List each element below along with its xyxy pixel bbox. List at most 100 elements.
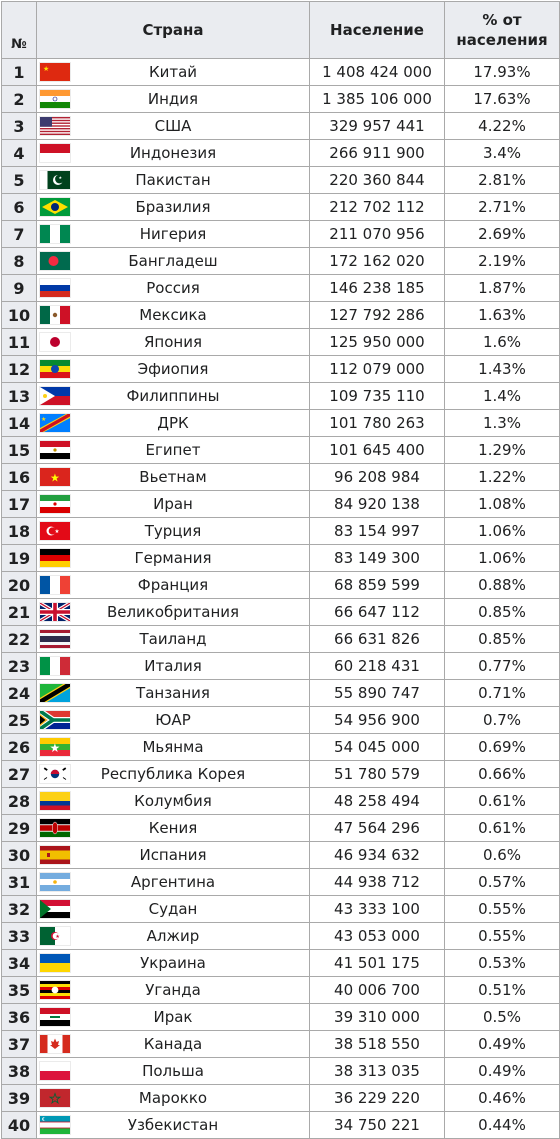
south-korea-flag-icon <box>40 765 70 783</box>
svg-text:★: ★ <box>55 529 60 535</box>
canada-flag-icon <box>40 1035 70 1053</box>
country-cell: Республика Корея <box>36 760 310 788</box>
table-row: 34 Украина 41 501 175 0.53% <box>1 949 560 977</box>
country-cell: Индия <box>36 85 310 113</box>
country-name[interactable]: Эфиопия <box>137 360 209 378</box>
country-name[interactable]: Польша <box>142 1062 204 1080</box>
population-cell: 96 208 984 <box>309 463 445 491</box>
country-name[interactable]: Канада <box>143 1035 203 1053</box>
country-name[interactable]: ЮАР <box>155 711 191 729</box>
tanzania-flag-icon <box>40 684 70 702</box>
country-name[interactable]: Алжир <box>146 927 200 945</box>
table-row: 15 Египет 101 645 400 1.29% <box>1 436 560 464</box>
table-row: 17 Иран 84 920 138 1.08% <box>1 490 560 518</box>
percent-cell: 1.6% <box>444 328 560 356</box>
country-name[interactable]: Таиланд <box>139 630 207 648</box>
country-cell: Марокко <box>36 1084 310 1112</box>
country-cell: Украина <box>36 949 310 977</box>
rank-cell: 31 <box>1 868 37 896</box>
country-name[interactable]: Бразилия <box>135 198 211 216</box>
percent-cell: 0.71% <box>444 679 560 707</box>
country-name[interactable]: Испания <box>139 846 207 864</box>
country-name[interactable]: Турция <box>144 522 202 540</box>
country-name[interactable]: Кения <box>148 819 198 837</box>
country-name[interactable]: Филиппины <box>126 387 220 405</box>
country-cell: Танзания <box>36 679 310 707</box>
svg-text:★: ★ <box>59 175 63 180</box>
country-cell: Япония <box>36 328 310 356</box>
country-name[interactable]: Иран <box>153 495 193 513</box>
country-cell: ★ ДРК <box>36 409 310 437</box>
table-row: 7 Нигерия 211 070 956 2.69% <box>1 220 560 248</box>
percent-cell: 0.85% <box>444 598 560 626</box>
population-cell: 66 647 112 <box>309 598 445 626</box>
table-row: 3 США 329 957 441 4.22% <box>1 112 560 140</box>
country-name[interactable]: Колумбия <box>134 792 212 810</box>
country-name[interactable]: Ирак <box>153 1008 193 1026</box>
country-name[interactable]: Украина <box>140 954 206 972</box>
table-row: 19 Германия 83 149 300 1.06% <box>1 544 560 572</box>
country-cell: Польша <box>36 1057 310 1085</box>
population-cell: 66 631 826 <box>309 625 445 653</box>
table-row: 29 Кения 47 564 296 0.61% <box>1 814 560 842</box>
france-flag-icon <box>40 576 70 594</box>
population-cell: 46 934 632 <box>309 841 445 869</box>
percent-cell: 0.49% <box>444 1030 560 1058</box>
header-number[interactable]: № <box>1 1 37 59</box>
rank-cell: 35 <box>1 976 37 1004</box>
country-name[interactable]: Нигерия <box>139 225 207 243</box>
table-row: 27 Республика Корея 51 780 579 0.66% <box>1 760 560 788</box>
percent-cell: 0.57% <box>444 868 560 896</box>
country-name[interactable]: Пакистан <box>135 171 211 189</box>
header-population[interactable]: Население <box>309 1 445 59</box>
country-name[interactable]: Судан <box>148 900 198 918</box>
population-cell: 41 501 175 <box>309 949 445 977</box>
country-name[interactable]: Германия <box>134 549 212 567</box>
percent-cell: 0.55% <box>444 922 560 950</box>
table-row: 12 Эфиопия 112 079 000 1.43% <box>1 355 560 383</box>
country-name[interactable]: Мьянма <box>142 738 204 756</box>
population-cell: 109 735 110 <box>309 382 445 410</box>
colombia-flag-icon <box>40 792 70 810</box>
country-cell: Германия <box>36 544 310 572</box>
country-name[interactable]: Марокко <box>138 1089 208 1107</box>
country-name[interactable]: Великобритания <box>106 603 240 621</box>
rank-cell: 34 <box>1 949 37 977</box>
country-name[interactable]: ДРК <box>157 414 189 432</box>
uganda-flag-icon <box>40 981 70 999</box>
rank-cell: 5 <box>1 166 37 194</box>
country-name[interactable]: Китай <box>148 63 198 81</box>
country-name[interactable]: Франция <box>137 576 209 594</box>
country-name[interactable]: Узбекистан <box>127 1116 219 1134</box>
country-name[interactable]: Вьетнам <box>139 468 207 486</box>
country-name[interactable]: Египет <box>145 441 201 459</box>
country-name[interactable]: Италия <box>144 657 202 675</box>
country-name[interactable]: Аргентина <box>130 873 216 891</box>
country-name[interactable]: Индия <box>147 90 199 108</box>
country-name[interactable]: Уганда <box>145 981 201 999</box>
population-cell: 68 859 599 <box>309 571 445 599</box>
country-name[interactable]: Индонезия <box>129 144 217 162</box>
rank-cell: 32 <box>1 895 37 923</box>
svg-text:★: ★ <box>55 934 60 940</box>
country-name[interactable]: США <box>154 117 192 135</box>
country-name[interactable]: Танзания <box>136 684 210 702</box>
table-row: 20 Франция 68 859 599 0.88% <box>1 571 560 599</box>
country-name[interactable]: Мексика <box>139 306 207 324</box>
rank-cell: 18 <box>1 517 37 545</box>
country-name[interactable]: Бангладеш <box>128 252 218 270</box>
country-name[interactable]: Республика Корея <box>100 765 246 783</box>
header-percent[interactable]: % от населения <box>444 1 560 59</box>
table-row: 16 ★ Вьетнам 96 208 984 1.22% <box>1 463 560 491</box>
country-name[interactable]: Япония <box>144 333 202 351</box>
population-cell: 38 313 035 <box>309 1057 445 1085</box>
country-name[interactable]: Россия <box>146 279 200 297</box>
header-country[interactable]: Страна <box>36 1 310 59</box>
country-cell: Эфиопия <box>36 355 310 383</box>
bangladesh-flag-icon <box>40 252 70 270</box>
population-cell: 55 890 747 <box>309 679 445 707</box>
country-cell: Уганда <box>36 976 310 1004</box>
country-cell: ★ Вьетнам <box>36 463 310 491</box>
table-row: 11 Япония 125 950 000 1.6% <box>1 328 560 356</box>
table-row: 10 Мексика 127 792 286 1.63% <box>1 301 560 329</box>
